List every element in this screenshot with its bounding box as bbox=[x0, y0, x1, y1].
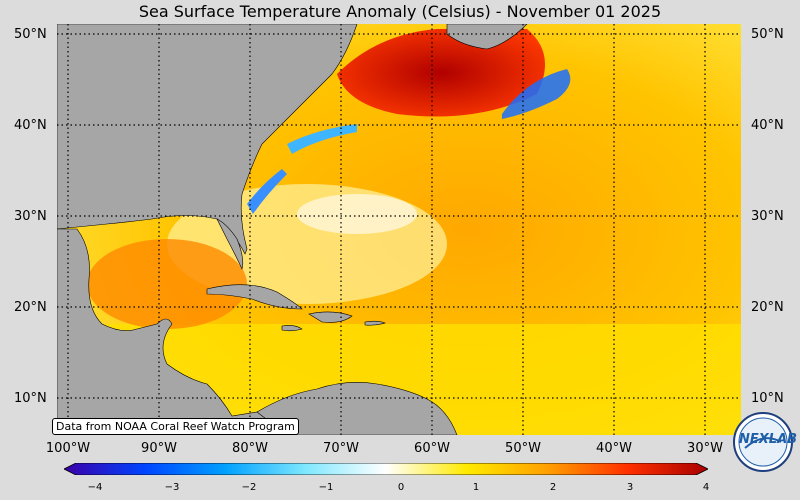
lon-label-100w: 100°W bbox=[45, 441, 91, 456]
lat-label-20n-left: 20°N bbox=[14, 300, 47, 315]
logo-text: NEXLAB bbox=[739, 432, 798, 447]
colorbar-tick-1: 1 bbox=[472, 482, 480, 493]
colorbar-tick-0: 0 bbox=[397, 482, 405, 493]
lat-label-40n-right: 40°N bbox=[751, 118, 784, 133]
lat-label-30n-left: 30°N bbox=[14, 209, 47, 224]
lon-label-90w: 90°W bbox=[141, 441, 177, 456]
lat-label-10n-left: 10°N bbox=[14, 391, 47, 406]
cold-anomaly bbox=[502, 69, 571, 119]
colorbar-tick-m4: −4 bbox=[87, 482, 103, 493]
colorbar-tick-4: 4 bbox=[702, 482, 710, 493]
colorbar bbox=[64, 463, 708, 475]
lat-label-20n-right: 20°N bbox=[751, 300, 784, 315]
data-credit: Data from NOAA Coral Reef Watch Program bbox=[52, 418, 299, 435]
colorbar-tick-m1: −1 bbox=[318, 482, 334, 493]
lat-label-30n-right: 30°N bbox=[751, 209, 784, 224]
land-south-america bbox=[256, 382, 458, 435]
map-title: Sea Surface Temperature Anomaly (Celsius… bbox=[138, 2, 662, 21]
lat-label-50n-right: 50°N bbox=[751, 27, 784, 42]
lon-label-80w: 80°W bbox=[232, 441, 268, 456]
lon-label-40w: 40°W bbox=[596, 441, 632, 456]
lon-label-60w: 60°W bbox=[414, 441, 450, 456]
land-cuba bbox=[206, 284, 303, 310]
lat-label-40n-left: 40°N bbox=[14, 118, 47, 133]
lat-label-50n-left: 50°N bbox=[14, 27, 47, 42]
sst-anomaly-map bbox=[57, 24, 741, 435]
land-north-america bbox=[57, 24, 358, 255]
colorbar-tick-m3: −3 bbox=[164, 482, 180, 493]
hot-anomaly bbox=[337, 29, 545, 117]
nexlab-logo-icon bbox=[733, 412, 793, 472]
colorbar-tick-3: 3 bbox=[626, 482, 634, 493]
lat-label-10n-right: 10°N bbox=[751, 391, 784, 406]
lon-label-30w: 30°W bbox=[687, 441, 723, 456]
lon-label-50w: 50°W bbox=[505, 441, 541, 456]
colorbar-tick-m2: −2 bbox=[241, 482, 257, 493]
colorbar-tick-2: 2 bbox=[549, 482, 557, 493]
lon-label-70w: 70°W bbox=[323, 441, 359, 456]
